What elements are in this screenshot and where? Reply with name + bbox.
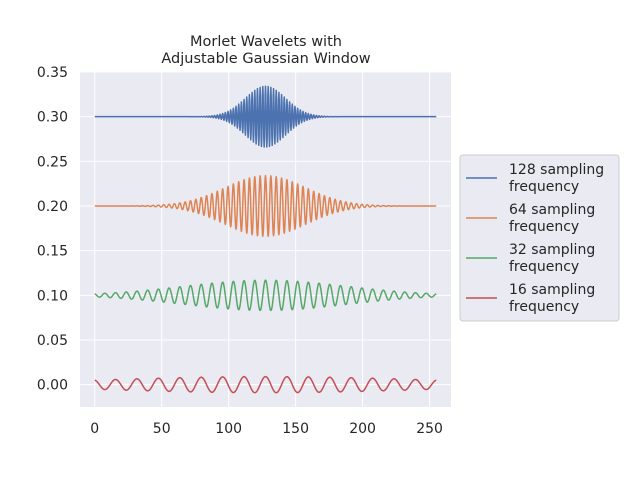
x-tick-label: 50 — [153, 421, 171, 437]
legend-box — [459, 154, 620, 322]
legend-label: 16 sampling — [509, 282, 595, 298]
y-tick-label: 0.00 — [37, 378, 68, 394]
x-tick-label: 200 — [349, 421, 376, 437]
y-tick-label: 0.15 — [37, 244, 68, 260]
y-tick-label: 0.25 — [37, 154, 68, 170]
y-tick-label: 0.35 — [37, 65, 68, 81]
legend-label: 64 sampling — [509, 202, 595, 218]
series-line — [94, 85, 437, 148]
series-line — [94, 375, 437, 394]
legend-label: frequency — [509, 219, 579, 235]
y-tick-label: 0.20 — [37, 199, 68, 215]
series-line — [94, 174, 437, 238]
chart-title-line-1: Morlet Wavelets with — [190, 34, 342, 50]
x-tick-label: 150 — [282, 421, 309, 437]
legend-label: 128 sampling — [509, 162, 604, 178]
y-tick-label: 0.05 — [37, 333, 68, 349]
y-tick-label: 0.30 — [37, 110, 68, 126]
chart-title-line-2: Adjustable Gaussian Window — [161, 51, 370, 67]
y-axis: 0.00 0.05 0.10 0.15 0.20 0.25 0.30 0.35 — [37, 65, 68, 394]
series-layer — [94, 85, 437, 394]
legend-label: frequency — [509, 179, 579, 195]
series-line — [94, 279, 437, 312]
y-tick-label: 0.10 — [37, 288, 68, 304]
legend-label: frequency — [509, 259, 579, 275]
legend-label: frequency — [509, 299, 579, 315]
x-tick-label: 250 — [416, 421, 443, 437]
legend-label: 32 sampling — [509, 242, 595, 258]
x-tick-label: 100 — [215, 421, 242, 437]
x-axis: 0 50 100 150 200 250 — [90, 421, 443, 437]
plot-area — [80, 72, 451, 407]
x-tick-label: 0 — [90, 421, 99, 437]
